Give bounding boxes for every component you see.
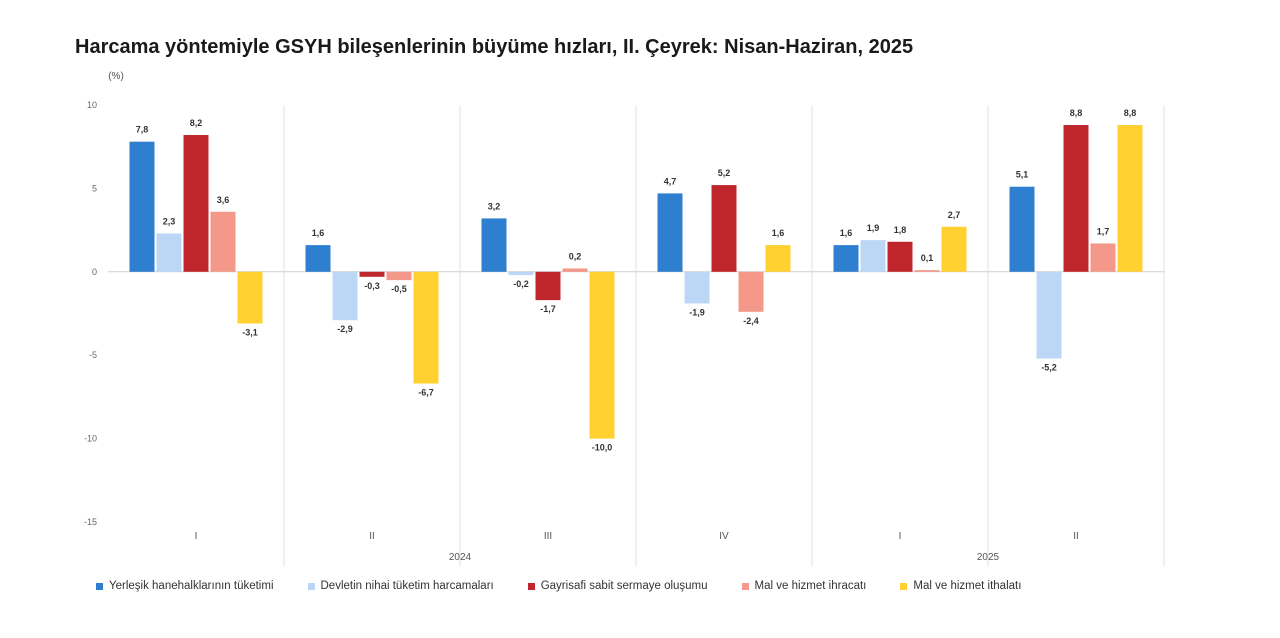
x-tick-label: IV (719, 531, 729, 542)
y-tick-label: -10 (84, 434, 97, 444)
legend-label: Mal ve hizmet ihracatı (754, 580, 867, 592)
data-label: 1,8 (894, 225, 907, 235)
legend-swatch (527, 582, 535, 590)
data-label: 0,1 (921, 253, 934, 263)
bar (129, 141, 155, 272)
data-label: 4,7 (664, 176, 677, 186)
data-label: -0,2 (513, 279, 529, 289)
legend-label: Gayrisafi sabit sermaye oluşumu (540, 580, 708, 592)
data-label: -6,7 (418, 388, 434, 398)
x-tick-label: II (1073, 531, 1079, 542)
bar (305, 245, 331, 272)
data-label: -5,2 (1041, 363, 1057, 373)
bar (1009, 186, 1035, 272)
bar (860, 240, 886, 272)
bar (183, 135, 209, 272)
y-tick-label: 5 (92, 183, 97, 193)
data-label: -10,0 (592, 443, 613, 453)
x-tick-label: I (899, 531, 902, 542)
bar (562, 268, 588, 272)
bar (589, 271, 615, 439)
bar (1117, 125, 1143, 272)
data-label: 3,2 (488, 201, 501, 211)
data-label: -0,3 (364, 281, 380, 291)
year-label: 2024 (449, 552, 472, 563)
data-label: 7,8 (136, 125, 149, 135)
y-tick-label: 10 (87, 100, 97, 110)
bar (413, 271, 439, 384)
year-label: 2025 (977, 552, 1000, 563)
data-label: 2,3 (163, 216, 176, 226)
data-label: 1,9 (867, 223, 880, 233)
bar (738, 271, 764, 312)
bar (481, 218, 507, 272)
y-tick-label: -5 (89, 350, 97, 360)
legend-item: Mal ve hizmet ihracatı (741, 580, 867, 592)
legend-item: Devletin nihai tüketim harcamaları (307, 580, 494, 592)
legend-swatch (900, 582, 908, 590)
bar (765, 245, 791, 272)
chart-legend: Yerleşik hanehalklarının tüketimi Devleti… (96, 580, 1055, 592)
data-label: 1,7 (1097, 226, 1110, 236)
bar (833, 245, 859, 272)
legend-item: Gayrisafi sabit sermaye oluşumu (527, 580, 708, 592)
data-label: -2,9 (337, 324, 353, 334)
bar (657, 193, 683, 272)
data-label: -0,5 (391, 284, 407, 294)
y-unit-label: (%) (108, 71, 124, 82)
bar (711, 185, 737, 272)
data-label: 1,6 (840, 228, 853, 238)
legend-item: Mal ve hizmet ithalatı (900, 580, 1021, 592)
data-label: 3,6 (217, 195, 230, 205)
bar (1036, 271, 1062, 359)
x-tick-label: III (544, 531, 552, 542)
x-tick-label: II (369, 531, 375, 542)
data-label: 5,2 (718, 168, 731, 178)
data-label: 8,8 (1070, 108, 1083, 118)
bar (237, 271, 263, 324)
bar (386, 271, 412, 281)
bar (359, 271, 385, 277)
chart-title: Harcama yöntemiyle GSYH bileşenlerinin b… (75, 36, 914, 58)
y-tick-label: 0 (92, 267, 97, 277)
legend-label: Yerleşik hanehalklarının tüketimi (109, 580, 274, 592)
bar (1063, 125, 1089, 272)
data-label: -3,1 (242, 328, 258, 338)
bar (535, 271, 561, 301)
bar (156, 233, 182, 272)
bar (210, 211, 236, 272)
legend-label: Mal ve hizmet ithalatı (913, 580, 1022, 592)
legend-label: Devletin nihai tüketim harcamaları (320, 580, 494, 592)
data-label: 1,6 (312, 228, 325, 238)
data-label: 5,1 (1016, 170, 1029, 180)
x-tick-label: I (195, 531, 198, 542)
y-tick-label: -15 (84, 517, 97, 527)
data-label: 0,2 (569, 251, 582, 261)
data-label: -1,9 (689, 307, 705, 317)
legend-swatch (741, 582, 749, 590)
bar (332, 271, 358, 321)
data-label: 8,2 (190, 118, 203, 128)
legend-swatch (96, 582, 103, 590)
data-label: 1,6 (772, 228, 785, 238)
data-label: 8,8 (1124, 108, 1137, 118)
bar (508, 271, 534, 276)
bar (941, 226, 967, 272)
data-label: -2,4 (743, 316, 759, 326)
bar (684, 271, 710, 304)
bar-chart: (%) 10 5 0 -5 -10 -15 7,8 2,3 8,2 3,6 -3,1 I 1,6 -2,9 -… (84, 71, 1165, 567)
bar (1090, 243, 1116, 272)
bar (887, 241, 913, 272)
data-label: -1,7 (540, 304, 556, 314)
legend-item: Yerleşik hanehalklarının tüketimi (96, 580, 274, 592)
data-label: 2,7 (948, 210, 961, 220)
legend-swatch (307, 582, 315, 590)
bar (914, 270, 940, 272)
